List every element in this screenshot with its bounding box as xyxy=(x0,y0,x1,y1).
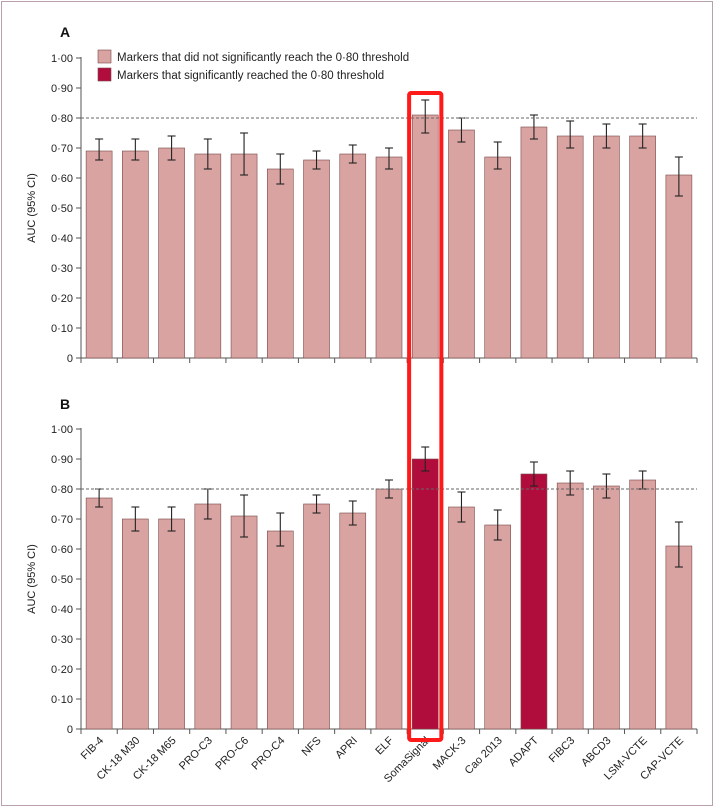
y-tick-label: 1·00 xyxy=(51,53,73,65)
legend-swatch xyxy=(97,67,112,82)
bar-apri xyxy=(339,512,367,730)
bar-cao-2013 xyxy=(484,156,512,359)
bar-abcd3 xyxy=(593,135,620,359)
y-tick-label: 0·50 xyxy=(51,203,73,215)
bar-elf xyxy=(375,156,403,359)
x-tick-label: PRO-C3 xyxy=(177,735,215,773)
x-tick-label: Cao 2013 xyxy=(463,735,505,777)
x-tick-label: PRO-C4 xyxy=(250,735,288,773)
bar-fib-4 xyxy=(85,150,113,359)
y-tick-label: 0 xyxy=(67,724,73,736)
bar-pro-c3 xyxy=(194,153,222,359)
y-tick-label: 0·70 xyxy=(51,514,73,526)
y-tick-label: 0·40 xyxy=(51,233,73,245)
bar-nfs xyxy=(303,503,330,730)
y-tick-label: 0·20 xyxy=(51,293,73,305)
bar-cao-2013 xyxy=(484,524,512,730)
x-tick-label: ELF xyxy=(373,734,396,757)
y-tick-label: 0·70 xyxy=(51,143,73,155)
panel-b: B 0 0·10 0·20 0·30 0·40 0·50 0·60 0·70 0·80 0·90 1·… xyxy=(26,396,698,785)
highlight-box-somasignal xyxy=(407,91,444,742)
legend-label: Markers that did not significantly reach… xyxy=(117,52,409,64)
legend-swatch xyxy=(97,49,112,64)
y-tick-label: 0·80 xyxy=(51,484,73,496)
bar-pro-c4 xyxy=(266,168,294,359)
bar-abcd3 xyxy=(593,485,620,730)
panel-letter: A xyxy=(60,24,70,40)
x-tick-label: ABCD3 xyxy=(579,735,613,769)
y-tick-label: 0·60 xyxy=(51,544,73,556)
bar-ck-18-m65 xyxy=(158,147,185,359)
bar-adapt xyxy=(520,126,548,359)
legend-label: Markers that significantly reached the 0… xyxy=(117,70,384,82)
bar-cap-vcte xyxy=(665,545,693,730)
y-tick-label: 1·00 xyxy=(51,424,73,436)
y-tick-label: 0·30 xyxy=(51,263,73,275)
bar-somasignal xyxy=(411,114,439,359)
y-tick-label: 0·10 xyxy=(51,323,73,335)
y-tick-label: 0·90 xyxy=(51,83,73,95)
x-tick-label: APRI xyxy=(333,735,360,762)
y-axis-title: AUC (95% CI) xyxy=(26,544,38,614)
bar-ck-18-m30 xyxy=(122,518,149,730)
bar-lsm-vcte xyxy=(629,479,656,730)
panel-letter: B xyxy=(60,396,70,412)
bar-mack-3 xyxy=(448,506,475,730)
x-tick-label: ADAPT xyxy=(507,734,542,769)
y-tick-label: 0·40 xyxy=(51,604,73,616)
bar-mack-3 xyxy=(448,129,475,359)
y-tick-label: 0·50 xyxy=(51,574,73,586)
y-tick-label: 0 xyxy=(67,353,73,365)
bar-nfs xyxy=(303,159,330,359)
x-tick-label: FIB-4 xyxy=(79,735,107,763)
panel-a: A 0 0·10 0·20 0·30 0·40 0·50 0·60 0·70 0·80 0·90 1·… xyxy=(26,24,698,365)
bar-somasignal xyxy=(411,458,439,730)
bar-elf xyxy=(375,488,403,730)
bar-adapt xyxy=(520,473,548,730)
x-tick-label: PRO-C6 xyxy=(213,735,251,773)
x-tick-label: FIBC3 xyxy=(547,735,578,766)
y-tick-label: 0·20 xyxy=(51,664,73,676)
bar-pro-c4 xyxy=(266,530,294,730)
bar-pro-c6 xyxy=(230,515,258,730)
bar-fibc3 xyxy=(556,482,584,730)
y-tick-label: 0·80 xyxy=(51,113,73,125)
bar-pro-c6 xyxy=(230,153,258,359)
bar-ck-18-m65 xyxy=(158,518,185,730)
y-tick-label: 0·90 xyxy=(51,454,73,466)
bar-pro-c3 xyxy=(194,503,222,730)
y-axis-title: AUC (95% CI) xyxy=(26,173,38,243)
y-tick-label: 0·30 xyxy=(51,634,73,646)
bar-fib-4 xyxy=(85,497,113,730)
x-tick-label: NFS xyxy=(300,735,324,759)
bar-apri xyxy=(339,153,367,359)
bar-fibc3 xyxy=(556,135,584,359)
bar-ck-18-m30 xyxy=(122,150,149,359)
y-tick-label: 0·60 xyxy=(51,173,73,185)
bar-lsm-vcte xyxy=(629,135,656,359)
y-tick-label: 0·10 xyxy=(51,694,73,706)
bar-cap-vcte xyxy=(665,174,693,359)
